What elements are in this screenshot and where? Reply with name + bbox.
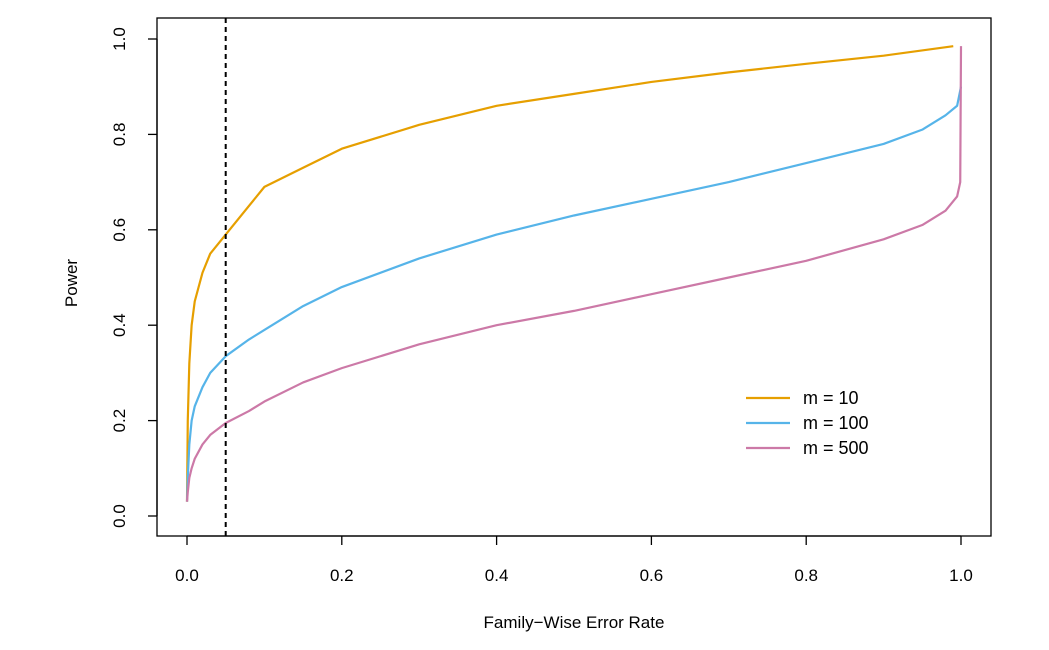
y-tick-label: 0.2 <box>110 409 129 433</box>
y-tick-label: 0.8 <box>110 123 129 147</box>
plot-frame <box>156 17 992 537</box>
y-tick-label: 0.0 <box>110 504 129 528</box>
x-tick-label: 0.8 <box>794 566 818 585</box>
x-tick-label: 1.0 <box>949 566 973 585</box>
x-tick-label: 0.2 <box>330 566 354 585</box>
x-tick-label: 0.0 <box>175 566 199 585</box>
y-tick-label: 1.0 <box>110 27 129 51</box>
x-axis-title: Family−Wise Error Rate <box>484 613 665 632</box>
y-tick-label: 0.4 <box>110 313 129 337</box>
series-line-3 <box>185 46 963 502</box>
series-line-2 <box>185 86 963 502</box>
x-tick-label: 0.4 <box>485 566 509 585</box>
series-line-1 <box>185 45 954 502</box>
x-axis: 0.0 0.2 0.4 0.6 0.8 1.0 <box>175 535 973 585</box>
y-tick-label: 0.6 <box>110 218 129 242</box>
x-tick-label: 0.6 <box>640 566 664 585</box>
series-lines <box>185 45 963 502</box>
y-axis-title: Power <box>62 259 81 308</box>
y-axis: 0.0 0.2 0.4 0.6 0.8 1.0 <box>110 27 158 528</box>
legend-label-2: m = 100 <box>803 413 869 433</box>
legend-label-1: m = 10 <box>803 388 859 408</box>
legend: m = 10 m = 100 m = 500 <box>746 388 869 458</box>
legend-label-3: m = 500 <box>803 438 869 458</box>
